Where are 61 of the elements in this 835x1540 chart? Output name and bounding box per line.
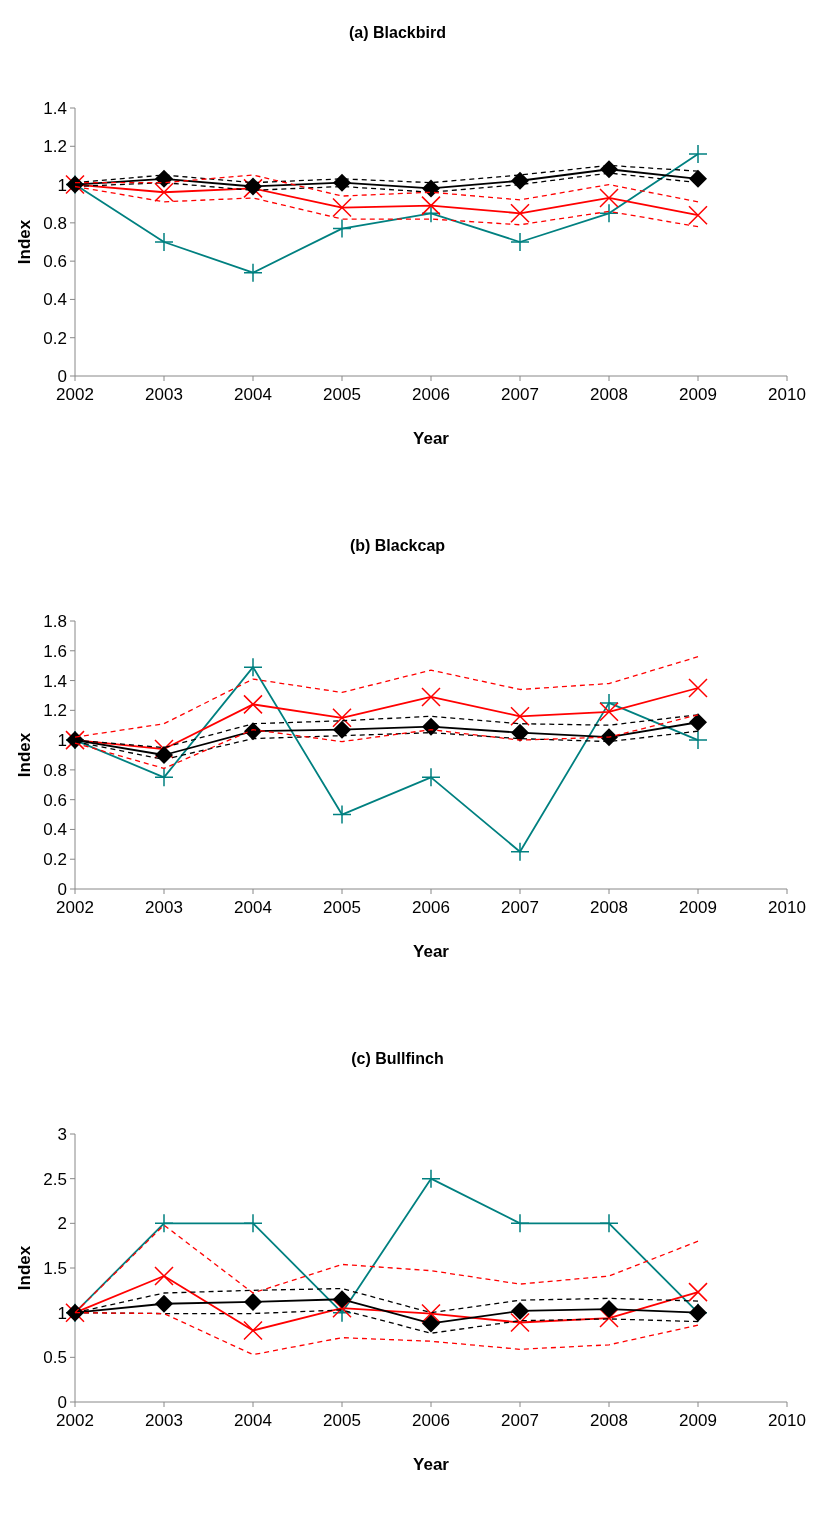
x-tick-label: 2005 [323, 898, 361, 917]
x-tick-label: 2010 [768, 898, 806, 917]
y-tick-label: 0.6 [43, 790, 67, 810]
x-tick-label: 2010 [768, 1411, 806, 1430]
x-tick-label: 2003 [145, 1411, 183, 1430]
y-tick-label: 0.8 [43, 213, 67, 233]
x-tick-label: 2009 [679, 385, 717, 404]
y-tick-label: 1.4 [43, 98, 67, 118]
x-tick-label: 2003 [145, 385, 183, 404]
y-axis-title: Index [15, 1245, 34, 1291]
x-tick-label: 2002 [56, 1411, 94, 1430]
y-tick-label: 2.5 [43, 1169, 67, 1189]
x-tick-label: 2004 [234, 898, 272, 917]
y-tick-label: 0.2 [43, 850, 67, 870]
chart-title: (a) Blackbird [349, 24, 446, 41]
x-tick-label: 2008 [590, 898, 628, 917]
x-tick-label: 2004 [234, 1411, 272, 1430]
y-tick-label: 0.5 [43, 1348, 67, 1368]
x-tick-label: 2008 [590, 1411, 628, 1430]
y-axis-title: Index [15, 219, 34, 265]
y-tick-label: 1.2 [43, 137, 67, 157]
y-tick-label: 1 [57, 175, 67, 195]
y-tick-label: 0.2 [43, 328, 67, 348]
x-tick-label: 2006 [412, 1411, 450, 1430]
x-tick-label: 2006 [412, 898, 450, 917]
x-tick-label: 2006 [412, 385, 450, 404]
y-tick-label: 0.4 [43, 290, 67, 310]
y-tick-label: 1.6 [43, 641, 67, 661]
x-tick-label: 2003 [145, 898, 183, 917]
y-tick-label: 1 [57, 731, 67, 751]
x-tick-label: 2007 [501, 385, 539, 404]
y-tick-label: 0 [57, 879, 67, 899]
chart-title: (c) Bullfinch [351, 1050, 444, 1067]
chart-title: (b) Blackcap [349, 537, 446, 554]
x-axis-title: Year [413, 942, 450, 961]
y-axis-title: Index [15, 732, 34, 778]
y-tick-label: 1.4 [43, 671, 67, 691]
x-tick-label: 2008 [590, 385, 628, 404]
x-axis-title: Year [413, 1455, 450, 1474]
x-tick-label: 2004 [234, 385, 272, 404]
x-tick-label: 2007 [501, 898, 539, 917]
x-tick-label: 2007 [501, 1411, 539, 1430]
y-tick-label: 0.8 [43, 760, 67, 780]
x-tick-label: 2002 [56, 385, 94, 404]
x-tick-label: 2010 [768, 385, 806, 404]
y-tick-label: 0 [57, 366, 67, 386]
x-axis-title: Year [413, 429, 450, 448]
x-tick-label: 2009 [679, 898, 717, 917]
y-tick-label: 1 [57, 1303, 67, 1323]
x-tick-label: 2009 [679, 1411, 717, 1430]
y-tick-label: 1.5 [43, 1258, 67, 1278]
x-tick-label: 2002 [56, 898, 94, 917]
y-tick-label: 0.4 [43, 820, 67, 840]
y-tick-label: 1.8 [43, 611, 67, 631]
y-tick-label: 1.2 [43, 701, 67, 721]
y-tick-label: 2 [57, 1214, 67, 1234]
x-tick-label: 2005 [323, 1411, 361, 1430]
y-tick-label: 0.6 [43, 252, 67, 272]
y-tick-label: 0 [57, 1392, 67, 1412]
y-tick-label: 3 [57, 1124, 67, 1144]
x-tick-label: 2005 [323, 385, 361, 404]
